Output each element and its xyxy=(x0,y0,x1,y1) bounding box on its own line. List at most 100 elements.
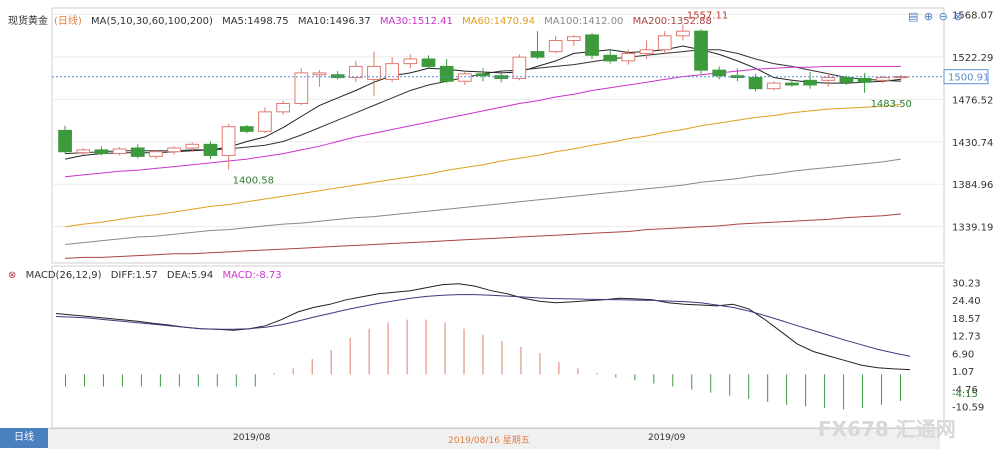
candle-body xyxy=(385,63,400,80)
candle-body xyxy=(476,73,490,77)
price-y-tick-label: 1476.52 xyxy=(952,95,993,106)
price-layer: 1568.07 1522.29 1476.52 1430.74 1384.96 1339.… xyxy=(52,10,993,259)
low-annotation: 1400.58 xyxy=(233,176,274,187)
macd-y-tick-label: 18.57 xyxy=(952,314,981,325)
candle-body xyxy=(276,103,290,113)
candle-body xyxy=(312,72,327,76)
candle-body xyxy=(512,56,527,79)
instrument-title: 现货黄金 xyxy=(8,16,48,27)
candle-body xyxy=(585,34,599,56)
toolbar-icons[interactable]: ▤ ⊕ ⊖ ⊗ xyxy=(908,10,964,23)
candle-body xyxy=(457,73,472,82)
candle-body xyxy=(875,77,890,81)
candle-body xyxy=(821,77,836,81)
candle-body xyxy=(185,143,200,149)
candle-body xyxy=(348,65,363,79)
ma60-line xyxy=(65,103,901,228)
candle-body xyxy=(76,149,91,154)
diff-value: DIFF:1.57 xyxy=(110,270,158,281)
dea-line xyxy=(55,294,911,357)
ma100-line xyxy=(65,158,901,245)
candle-body xyxy=(149,151,163,157)
price-panel-frame xyxy=(51,7,945,264)
macd-y-tick-label: -4.76 xyxy=(952,385,978,396)
candle-body xyxy=(766,82,781,90)
candle-body xyxy=(657,35,672,51)
price-y-tick-label: 1568.07 xyxy=(952,10,993,21)
candle-body xyxy=(566,36,581,41)
candle-body xyxy=(803,79,817,86)
candle-body xyxy=(367,65,381,80)
price-y-tick-label: 1384.96 xyxy=(952,180,993,191)
candle-body xyxy=(203,143,218,156)
ma60-value: MA60:1470.94 xyxy=(462,16,535,27)
ma5-value: MA5:1498.75 xyxy=(222,16,289,27)
x-label-aug: 2019/08 xyxy=(233,433,271,443)
candle-body xyxy=(785,82,799,86)
candle-body xyxy=(839,77,854,83)
macd-panel-frame xyxy=(51,265,945,429)
candle-body xyxy=(548,39,563,53)
candle-body xyxy=(621,52,636,62)
macd-y-tick-label: -10.59 xyxy=(952,403,984,414)
macd-layer: 30.23 24.40 18.57 12.73 6.90 1.07 -4.76 -10.59 -… xyxy=(55,278,984,414)
ma30-value: MA30:1512.41 xyxy=(379,16,453,27)
candle-body xyxy=(221,126,236,156)
price-legend: 现货黄金 (日线) MA(5,10,30,60,100,200) MA5:1498… xyxy=(8,12,718,27)
candle-body xyxy=(167,147,181,153)
period-button[interactable]: 日线 xyxy=(0,428,48,448)
candle-body xyxy=(330,74,345,79)
candle-body xyxy=(857,77,872,83)
candle-body xyxy=(130,147,145,157)
candle-body xyxy=(712,69,727,77)
macd-y-tick-label: 30.23 xyxy=(952,278,981,289)
candle-body xyxy=(94,149,109,155)
period-tag: (日线) xyxy=(54,16,82,27)
time-axis: 2019/08 2019/08/16 星期五 2019/09 xyxy=(48,428,940,449)
macd-value: MACD:-8.73 xyxy=(222,270,282,281)
candle-body xyxy=(694,30,708,71)
price-y-tick-label: 1522.29 xyxy=(952,53,993,64)
price-y-tick-label: 1339.19 xyxy=(952,223,993,234)
macd-y-tick-label: 1.07 xyxy=(952,367,974,378)
x-label-date: 2019/08/16 星期五 xyxy=(448,436,530,446)
ma10-value: MA10:1496.37 xyxy=(297,16,371,27)
candle-body xyxy=(112,148,127,155)
macd-params: MACD(26,12,9) xyxy=(25,270,102,281)
candle-body xyxy=(676,30,690,37)
ma200-value: MA200:1352.88 xyxy=(632,16,712,27)
ma100-value: MA100:1412.00 xyxy=(544,16,624,27)
recent-low-annotation: 1483.50 xyxy=(871,99,912,110)
zoom-out-icon[interactable]: ⊖ xyxy=(938,10,949,23)
current-price-box xyxy=(943,69,989,85)
candle-body xyxy=(258,111,272,132)
candle-body xyxy=(421,58,436,67)
settings-icon[interactable]: ▤ xyxy=(908,10,920,23)
candle-body xyxy=(403,58,418,65)
candle-body xyxy=(439,65,454,82)
macd-y-tick-label: 12.73 xyxy=(952,332,981,343)
close-icon[interactable]: ⊗ xyxy=(953,10,964,23)
x-label-sep: 2019/09 xyxy=(648,433,686,443)
macd-legend: ⊗ MACD(26,12,9) DIFF:1.57 DEA:5.94 MACD:… xyxy=(8,270,288,281)
ma30-line xyxy=(65,65,901,178)
candle-body xyxy=(748,77,763,90)
ma200-line xyxy=(65,213,901,259)
high-annotation: 1557.11 xyxy=(687,11,728,22)
candle-body xyxy=(58,129,72,153)
dea-value: DEA:5.94 xyxy=(166,270,214,281)
candle-body xyxy=(294,72,309,105)
candle-body xyxy=(603,54,618,62)
indicator-close-icon[interactable]: ⊗ xyxy=(8,270,17,281)
zoom-in-icon[interactable]: ⊕ xyxy=(923,10,935,23)
macd-y-tick-label: 6.90 xyxy=(952,349,974,360)
candle-body xyxy=(530,51,545,58)
macd-latest-label: -4.15 xyxy=(952,389,978,400)
candle-body xyxy=(239,126,254,132)
macd-y-tick-label: 24.40 xyxy=(952,296,981,307)
ma-params: MA(5,10,30,60,100,200) xyxy=(91,16,213,27)
ma10-line xyxy=(65,49,901,155)
watermark-logo: FX678 汇通网 xyxy=(818,417,956,441)
